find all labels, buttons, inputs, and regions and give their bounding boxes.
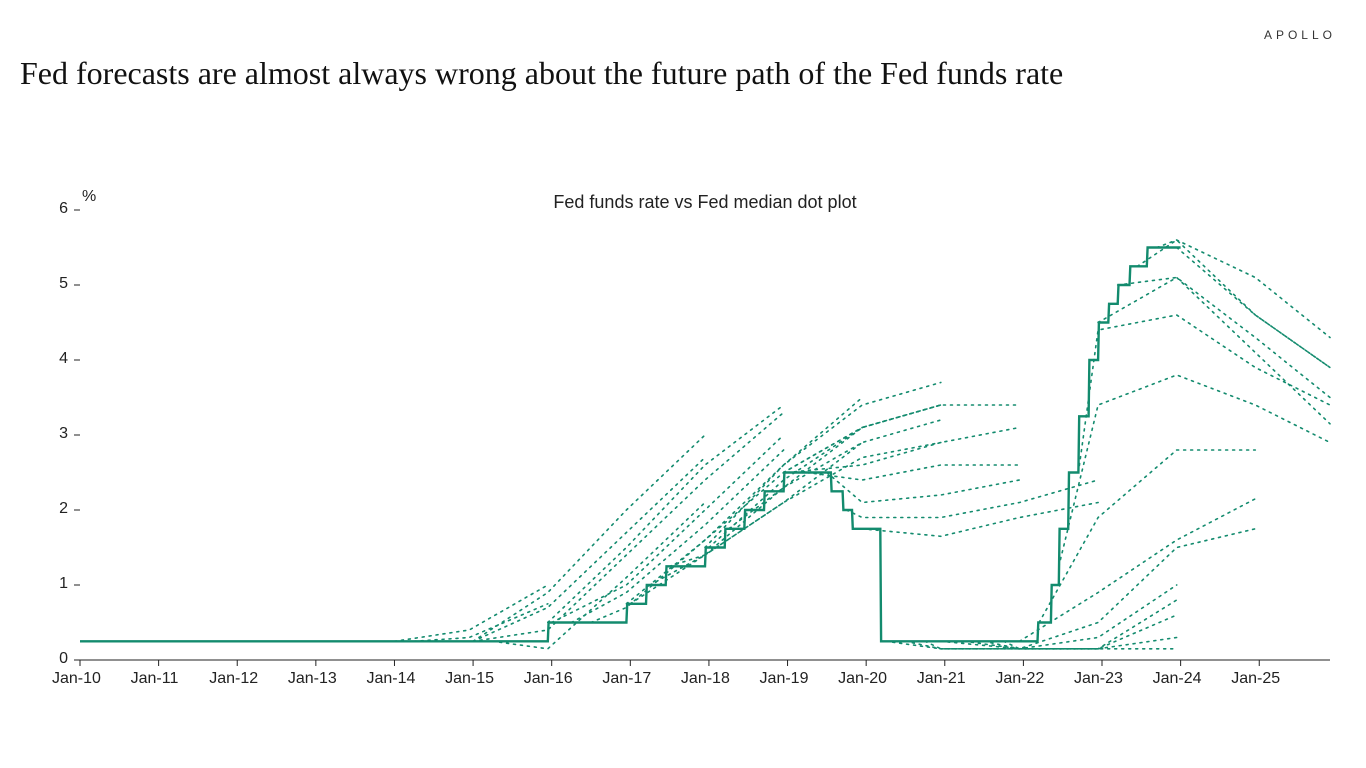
forecast-series [626, 398, 862, 604]
x-tick-label: Jan-17 [602, 670, 651, 688]
actual-fed-funds-line [80, 248, 1181, 642]
forecast-series [630, 405, 941, 604]
y-tick-label: 6 [59, 200, 68, 218]
forecast-series [1020, 499, 1256, 642]
forecast-series [552, 435, 784, 623]
x-tick-label: Jan-25 [1231, 670, 1280, 688]
forecast-series [1177, 248, 1330, 368]
forecast-series [941, 615, 1177, 649]
forecast-series [1039, 450, 1255, 623]
x-tick-label: Jan-13 [288, 670, 337, 688]
forecast-series [473, 413, 783, 642]
x-tick-label: Jan-20 [838, 670, 887, 688]
forecast-series [548, 405, 784, 623]
x-tick-label: Jan-22 [995, 670, 1044, 688]
forecast-series [650, 443, 862, 586]
forecast-series [1098, 278, 1330, 424]
forecast-series [827, 473, 1020, 503]
x-tick-label: Jan-12 [209, 670, 258, 688]
x-tick-label: Jan-18 [681, 670, 730, 688]
y-tick-label: 4 [59, 350, 68, 368]
y-tick-label: 1 [59, 575, 68, 593]
x-tick-label: Jan-21 [917, 670, 966, 688]
y-tick-label: 2 [59, 500, 68, 518]
y-tick-label: 3 [59, 425, 68, 443]
forecast-series [1137, 240, 1330, 368]
x-tick-label: Jan-15 [445, 670, 494, 688]
brand-logo-text: APOLLO [1264, 28, 1336, 42]
x-tick-label: Jan-23 [1074, 670, 1123, 688]
chart-svg [50, 180, 1340, 700]
forecast-series [395, 585, 548, 641]
x-tick-label: Jan-16 [524, 670, 573, 688]
forecast-series [862, 503, 1098, 537]
chart-subtitle: Fed funds rate vs Fed median dot plot [535, 192, 875, 213]
forecast-series [847, 480, 1099, 518]
x-tick-label: Jan-14 [366, 670, 415, 688]
x-tick-label: Jan-24 [1153, 670, 1202, 688]
forecast-series [1157, 240, 1330, 338]
y-axis-unit: % [82, 188, 96, 206]
forecast-series [784, 405, 1020, 473]
x-tick-label: Jan-19 [760, 670, 809, 688]
y-tick-label: 5 [59, 275, 68, 293]
chart-page: { "brand": "APOLLO", "title": "Fed forec… [0, 0, 1366, 768]
forecast-series [984, 585, 1177, 649]
page-title: Fed forecasts are almost always wrong ab… [20, 55, 1063, 92]
forecast-series [591, 428, 862, 623]
y-tick-label: 0 [59, 650, 68, 668]
forecast-series [1004, 529, 1256, 649]
x-tick-label: Jan-10 [52, 670, 101, 688]
forecast-series [1118, 278, 1330, 398]
forecast-series [1059, 375, 1330, 566]
x-tick-label: Jan-11 [131, 670, 179, 688]
forecast-series [729, 420, 941, 529]
forecast-series [1078, 315, 1330, 473]
chart-container: % Fed funds rate vs Fed median dot plot … [50, 180, 1340, 700]
forecast-series [807, 465, 1019, 480]
